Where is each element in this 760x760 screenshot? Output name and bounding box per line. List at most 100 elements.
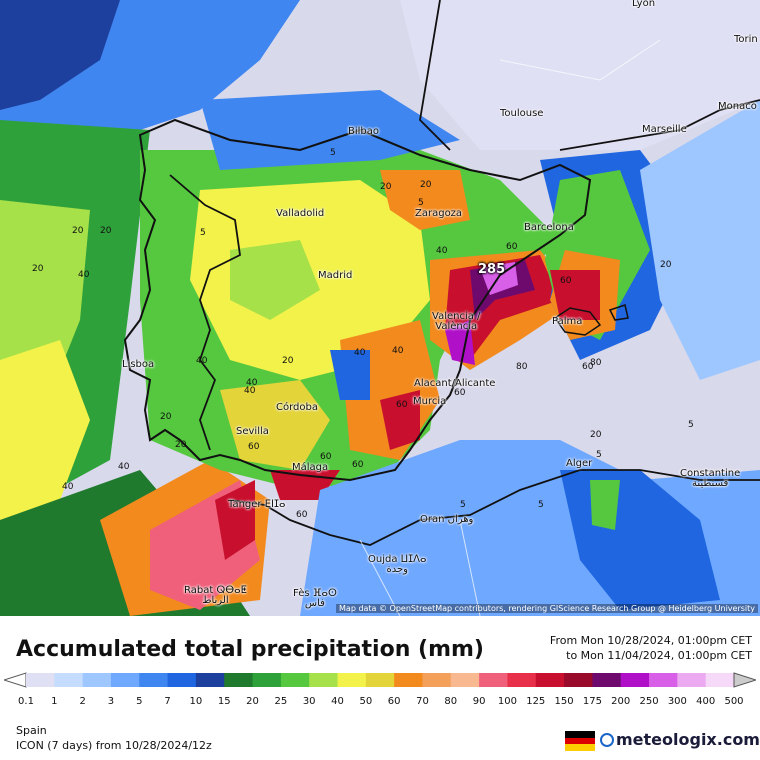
region-label: Spain xyxy=(16,724,47,737)
contour-value-label: 20 xyxy=(420,180,432,190)
chart-title: Accumulated total precipitation (mm) xyxy=(16,637,484,662)
city-label: Tanger ⴹⵏⵊⴰ xyxy=(228,499,286,510)
model-info: ICON (7 days) from 10/28/2024/12z xyxy=(16,739,212,752)
contour-value-label: 20 xyxy=(590,430,602,440)
city-label: Fès ⴼⴰⵙ فاس xyxy=(293,588,337,609)
city-label: Rabat ⵕⴱⴰⵟ الرباط xyxy=(184,585,247,606)
scale-tick-label: 200 xyxy=(611,696,631,707)
scale-swatch xyxy=(677,673,707,687)
contour-value-label: 5 xyxy=(538,500,544,510)
contour-value-label: 60 xyxy=(320,452,332,462)
scale-swatch xyxy=(479,673,508,687)
contour-value-label: 5 xyxy=(330,148,336,158)
scale-swatch xyxy=(564,673,593,687)
city-label: Sevilla xyxy=(236,426,269,437)
scale-tick-label: 25 xyxy=(274,696,288,707)
scale-swatch xyxy=(26,673,55,687)
contour-value-label: 80 xyxy=(590,358,602,368)
city-label: Valladolid xyxy=(276,208,325,219)
scale-tick-label: 60 xyxy=(387,696,401,707)
contour-value-label: 60 xyxy=(248,442,260,452)
brand-link[interactable]: meteologix.com xyxy=(616,730,760,749)
city-label: Madrid xyxy=(318,270,353,281)
portugal-border xyxy=(169,174,241,451)
scale-swatch xyxy=(535,673,565,687)
scale-tick-label: 3 xyxy=(107,696,115,707)
city-label: Palma xyxy=(552,316,583,327)
contour-value-label: 20 xyxy=(282,356,294,366)
city-label: Lisboa xyxy=(122,359,155,370)
scale-tick-label: 300 xyxy=(667,696,687,707)
scale-swatch xyxy=(110,673,140,687)
scale-tick-label: 90 xyxy=(472,696,486,707)
city-label: Oujda ⵡⵊⴷⴰ وجدة xyxy=(368,554,427,575)
period-from: From Mon 10/28/2024, 01:00pm CET xyxy=(549,634,752,647)
city-label: Lyon xyxy=(632,0,656,9)
scale-tick-label: 15 xyxy=(217,696,231,707)
city-label: Valencia / València xyxy=(432,311,481,332)
city-label: Toulouse xyxy=(500,108,544,119)
contour-value-label: 60 xyxy=(506,242,518,252)
scale-swatch xyxy=(252,673,282,687)
contour-value-label: 40 xyxy=(436,246,448,256)
contour-value-label: 60 xyxy=(296,510,308,520)
scale-arrow-right xyxy=(733,672,756,688)
scale-tick-label: 500 xyxy=(724,696,744,707)
scale-swatch xyxy=(337,673,367,687)
contour-value-label: 5 xyxy=(596,450,602,460)
scale-swatch xyxy=(592,673,622,687)
scale-swatch xyxy=(167,673,197,687)
contour-value-label: 5 xyxy=(688,420,694,430)
mallorca-outline xyxy=(553,307,602,336)
scale-tick-label: 40 xyxy=(331,696,344,707)
contour-value-label: 5 xyxy=(460,500,466,510)
germany-flag-icon xyxy=(565,731,595,751)
scale-tick-label: 7 xyxy=(164,696,171,707)
contour-value-label: 40 xyxy=(246,378,258,388)
city-label: Constantine قسنطينة xyxy=(680,468,741,489)
city-label: Alacant/Alicante xyxy=(414,378,496,389)
scale-tick-label: 2 xyxy=(79,696,86,707)
city-label: Murcia xyxy=(413,396,447,407)
city-label: Marseille xyxy=(642,124,687,135)
scale-tick-label: 70 xyxy=(416,696,429,707)
precipitation-map[interactable]: 285 Lyon Torin Monaco Toulouse Marseille… xyxy=(0,0,760,616)
scale-tick-label: 80 xyxy=(444,696,458,707)
scale-tick-label: 150 xyxy=(554,696,574,707)
contour-value-label: 20 xyxy=(160,412,172,422)
city-label: Córdoba xyxy=(276,402,318,413)
scale-swatch xyxy=(422,673,452,687)
city-label: Oran وهران xyxy=(420,514,474,525)
contour-value-label: 80 xyxy=(516,362,528,372)
city-label: Barcelona xyxy=(524,222,574,233)
contour-value-label: 60 xyxy=(560,276,572,286)
contour-value-label: 20 xyxy=(175,440,187,450)
meteologix-logo-icon xyxy=(600,733,614,747)
scale-swatch xyxy=(705,673,735,687)
contour-value-label: 60 xyxy=(454,388,466,398)
contour-value-label: 60 xyxy=(582,362,594,372)
contour-value-label: 5 xyxy=(418,198,424,208)
city-label: Zaragoza xyxy=(415,208,463,219)
scale-swatch xyxy=(365,673,395,687)
scale-swatch xyxy=(309,673,339,687)
scale-tick-label: 5 xyxy=(136,696,143,707)
contour-value-label: 20 xyxy=(72,226,84,236)
legend-panel xyxy=(0,616,760,760)
map-attribution: Map data © OpenStreetMap contributors, r… xyxy=(336,604,758,613)
contour-value-label: 20 xyxy=(660,260,672,270)
scale-tick-label: 30 xyxy=(302,696,316,707)
scale-tick-label: 50 xyxy=(359,696,373,707)
city-label: Alger xyxy=(566,458,593,469)
scale-swatch xyxy=(82,673,112,687)
contour-value-label: 20 xyxy=(100,226,112,236)
color-scale-bar xyxy=(4,672,756,688)
period-to: to Mon 11/04/2024, 01:00pm CET xyxy=(566,649,752,662)
scale-tick-label: 100 xyxy=(497,696,517,707)
scale-swatch xyxy=(394,673,423,687)
scale-arrow-left xyxy=(4,672,27,688)
north-africa-coastline xyxy=(229,469,760,546)
scale-tick-label: 1 xyxy=(51,696,58,707)
city-label: Bilbao xyxy=(348,126,380,137)
contour-value-label: 5 xyxy=(200,228,206,238)
